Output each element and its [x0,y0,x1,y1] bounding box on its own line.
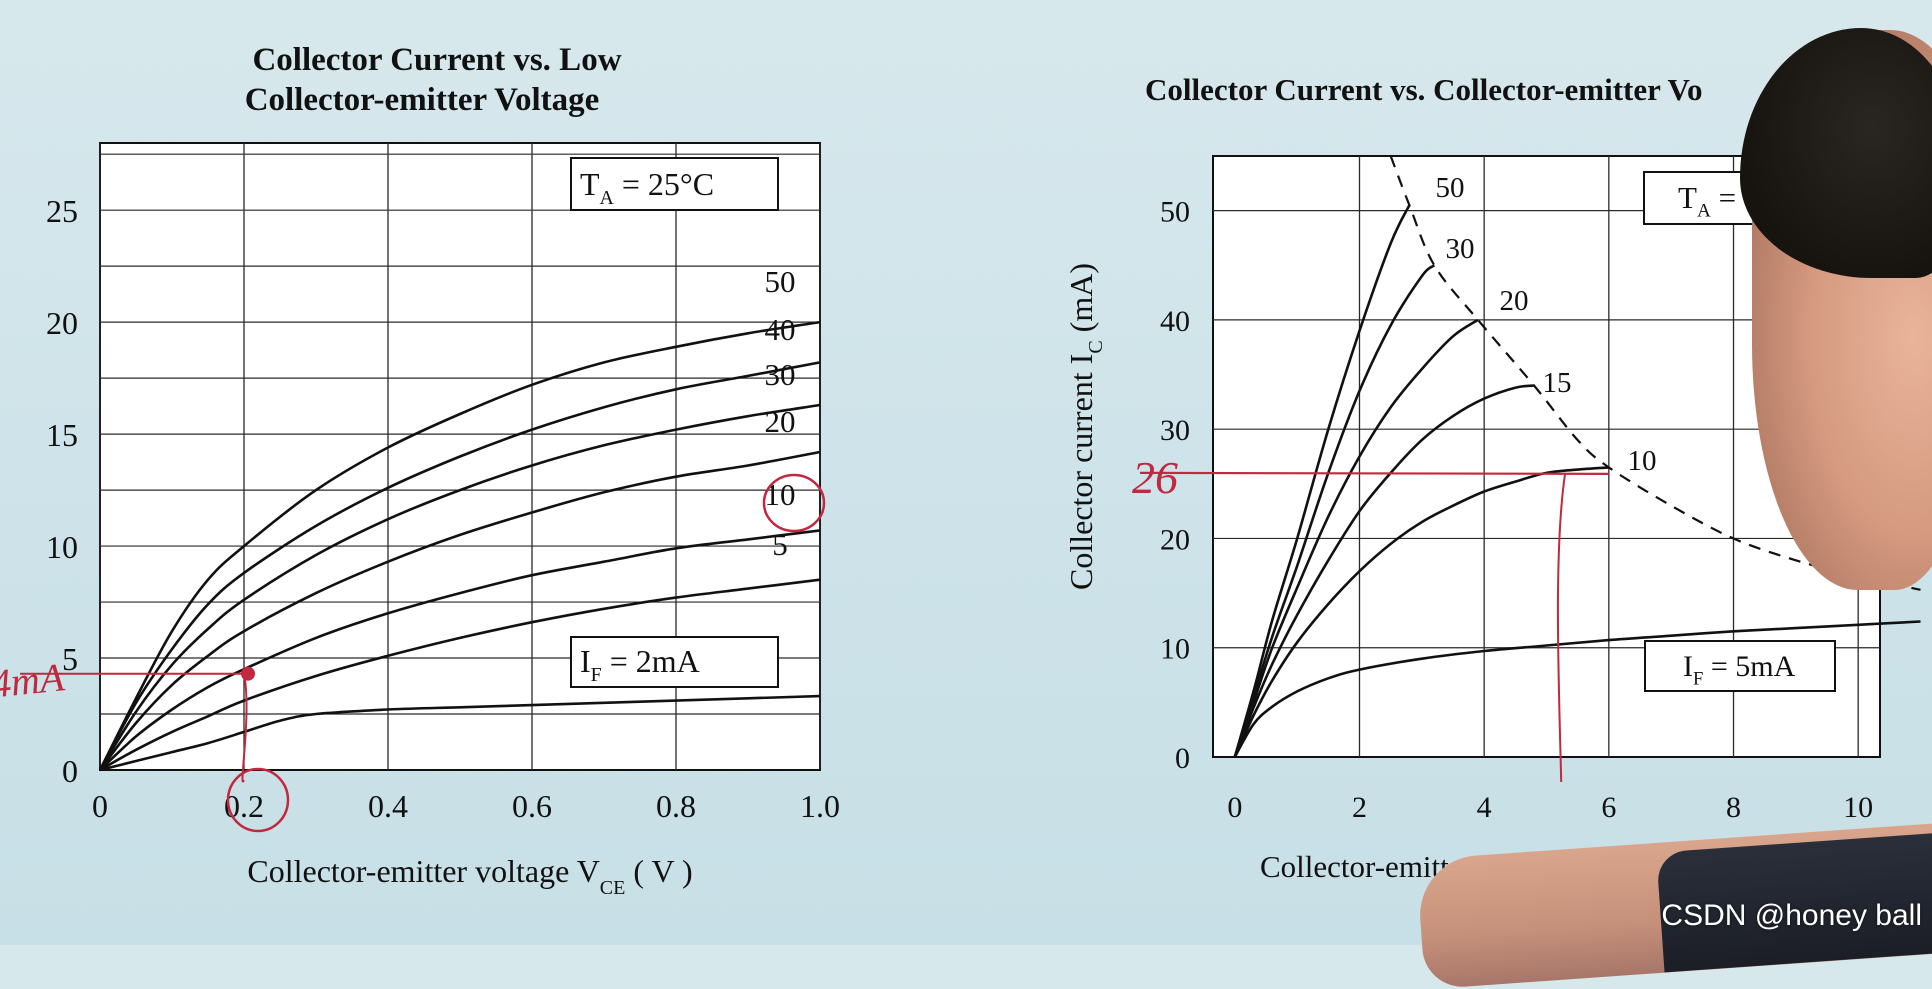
series-label: 20 [765,404,796,439]
y-tick-label: 0 [1175,742,1190,775]
chart-low-voltage: 0 0.2 0.4 0.6 0.8 1.0 0 5 10 15 20 25 Collector Curr… [0,42,840,899]
x-tick-label: 0.6 [512,788,552,824]
y-tick-label: 30 [1160,414,1190,447]
watermark-text: CSDN @honey ball [1661,899,1922,932]
chart-title: Collector Current vs. Collector-emitter … [1145,72,1703,107]
y-tick-label: 20 [1160,523,1190,556]
y-tick-label: 5 [62,641,78,677]
highlight-point [241,666,255,681]
y-tick-label: 20 [46,305,78,341]
annotation-box-if [570,636,779,688]
x-tick-label: 4 [1477,791,1492,824]
series-line-15 [1233,384,1535,758]
series-line-50 [98,320,821,771]
series-label: 30 [1446,233,1475,265]
series-label: 20 [1500,285,1529,317]
x-tick-label: 0.4 [368,788,408,824]
series-label: 40 [765,312,796,347]
pen-line-vertical [1556,472,1567,783]
annotation-box-if [1644,640,1836,692]
annotation-if: IF = 2mA [580,643,700,686]
series-line-5 [99,578,821,772]
annotation-if: IF = 5mA [1683,650,1796,689]
series-label: 50 [765,264,796,299]
x-axis-label: Collector-emitter voltage VCE ( V ) [247,853,692,899]
chart-title-line1: Collector Current vs. Low [252,42,621,78]
x-tick-label: 0 [1227,791,1242,824]
series-label: 50 [1436,172,1465,204]
x-tick-label: 0.2 [224,788,264,824]
pen-handwriting-4ma: 4mA [0,654,67,706]
x-tick-label: 0 [92,788,108,824]
annotation-box-ta [570,157,779,211]
pen-circle-02 [226,767,290,833]
pen-line-vertical [241,673,248,783]
series-label: 10 [1628,445,1657,477]
pen-circle-10 [762,473,826,533]
pen-handwriting-26: 26 [1132,452,1178,503]
x-tick-label: 8 [1726,791,1741,824]
x-tick-label: 1.0 [800,788,840,824]
series-line-base [99,694,821,772]
series-label: 30 [765,357,796,392]
y-axis-label: Collector current IC (mA) [1063,263,1107,590]
x-tick-label: 10 [1843,791,1873,824]
y-tick-label: 10 [46,529,78,565]
series-line-20 [98,450,821,771]
y-tick-label: 15 [46,417,78,453]
max-power-boundary [1389,155,1921,591]
series-line-40 [98,361,821,771]
annotation-ta: TA = [1678,180,1736,222]
annotation-ta: TA = 25°C [580,166,714,209]
y-tick-label: 10 [1160,633,1190,666]
series-label: 5 [772,527,788,562]
y-tick-label: 0 [62,753,78,789]
series-line-10 [99,529,821,771]
x-tick-label: 2 [1352,791,1367,824]
x-tick-label: 6 [1601,791,1616,824]
y-tick-label: 25 [46,193,78,229]
y-tick-label: 40 [1160,305,1190,338]
x-tick-label: 0.8 [656,788,696,824]
series-line-50 [1233,204,1411,758]
series-label: 10 [765,477,796,512]
chart-title-line2: Collector-emitter Voltage [245,82,600,118]
series-label: 15 [1543,367,1572,399]
y-tick-label: 50 [1160,196,1190,229]
series-line-20 [1233,318,1479,758]
pen-line-horizontal [1139,471,1609,475]
series-line-base [1233,620,1921,758]
series-line-30 [98,403,821,771]
